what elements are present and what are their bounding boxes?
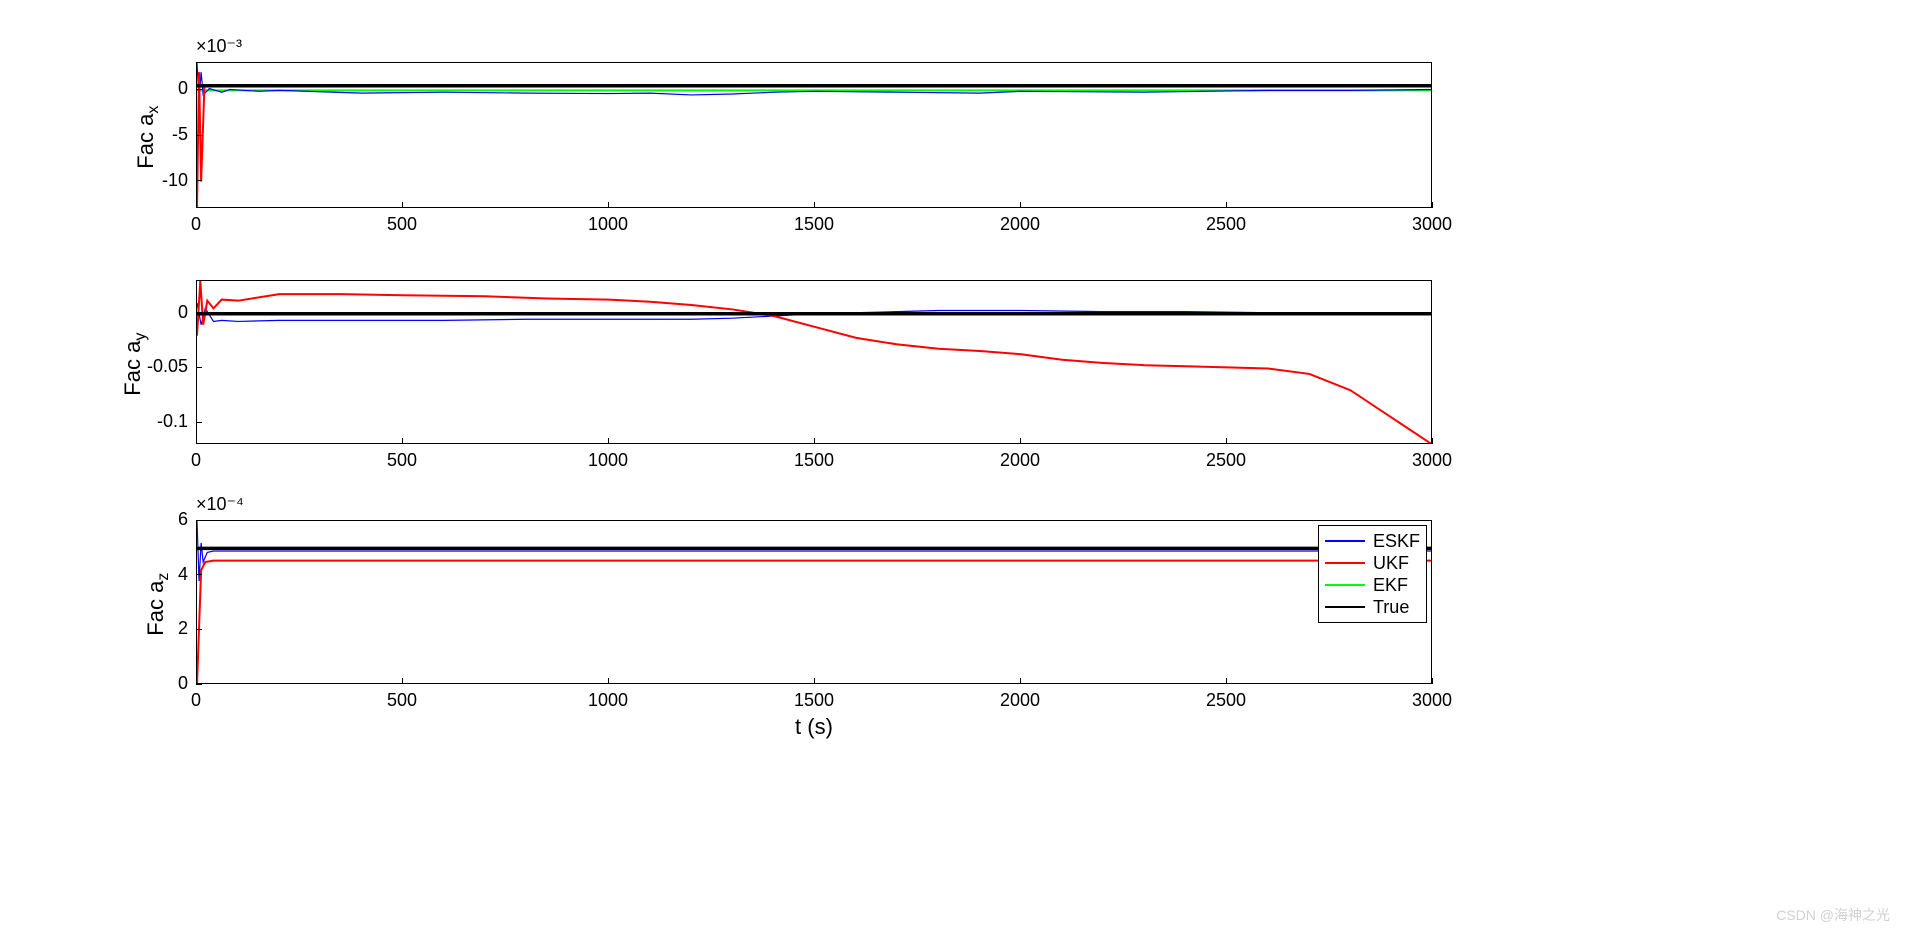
ylabel-az: Fac az (143, 564, 173, 644)
xtick-mark (1432, 678, 1433, 684)
ytick-label: 4 (178, 564, 188, 585)
legend-label: EKF (1373, 575, 1408, 596)
legend-label: True (1373, 597, 1409, 618)
ylabel-ay-text: Fac ay (120, 333, 145, 396)
xtick-label: 1500 (794, 690, 834, 711)
xtick-label: 500 (387, 214, 417, 235)
ytick-label: -10 (162, 170, 188, 191)
plot-area-ay (196, 280, 1432, 444)
xtick-label: 3000 (1412, 450, 1452, 471)
legend-item-ukf: UKF (1325, 552, 1420, 574)
xtick-label: 1000 (588, 690, 628, 711)
xtick-label: 2000 (1000, 690, 1040, 711)
ytick-mark (196, 180, 202, 181)
ytick-label: 0 (178, 302, 188, 323)
xtick-mark (196, 202, 197, 208)
xtick-label: 1500 (794, 214, 834, 235)
legend-item-eskf: ESKF (1325, 530, 1420, 552)
xtick-label: 1000 (588, 450, 628, 471)
xtick-label: 500 (387, 450, 417, 471)
xtick-mark (608, 202, 609, 208)
xtick-mark (1020, 438, 1021, 444)
xtick-label: 0 (191, 450, 201, 471)
plot-area-ax (196, 62, 1432, 208)
ytick-mark (196, 89, 202, 90)
ytick-mark (196, 574, 202, 575)
xtick-mark (1226, 202, 1227, 208)
xtick-mark (1226, 678, 1227, 684)
series-eskf (197, 521, 1432, 581)
ytick-label: 6 (178, 509, 188, 530)
legend: ESKF UKF EKF True (1318, 525, 1427, 623)
xtick-mark (402, 202, 403, 208)
legend-swatch-ekf (1325, 584, 1365, 586)
xtick-label: 2000 (1000, 214, 1040, 235)
xtick-mark (608, 678, 609, 684)
xtick-mark (1020, 202, 1021, 208)
ylabel-ay: Fac ay (120, 324, 150, 404)
legend-item-true: True (1325, 596, 1420, 618)
legend-label: ESKF (1373, 531, 1420, 552)
legend-swatch-ukf (1325, 562, 1365, 564)
ytick-label: -0.1 (157, 411, 188, 432)
xtick-mark (1020, 678, 1021, 684)
xtick-mark (1432, 202, 1433, 208)
xtick-label: 2500 (1206, 214, 1246, 235)
ylabel-ax-text: Fac ax (133, 106, 158, 169)
xlabel-t: t (s) (196, 714, 1432, 740)
plot-svg-ax (197, 63, 1432, 208)
xtick-label: 2000 (1000, 450, 1040, 471)
ytick-mark (196, 135, 202, 136)
xtick-mark (814, 202, 815, 208)
xtick-mark (402, 438, 403, 444)
ytick-label: 0 (178, 673, 188, 694)
ytick-mark (196, 422, 202, 423)
ylabel-ax: Fac ax (133, 97, 163, 177)
series-eskf (197, 63, 1432, 100)
exponent-ax1: ×10⁻³ (196, 36, 242, 57)
series-ukf (197, 281, 1432, 444)
xtick-mark (196, 438, 197, 444)
legend-item-ekf: EKF (1325, 574, 1420, 596)
ytick-mark (196, 520, 202, 521)
xtick-mark (814, 438, 815, 444)
ytick-mark (196, 367, 202, 368)
xtick-label: 1000 (588, 214, 628, 235)
ytick-label: 0 (178, 78, 188, 99)
ytick-label: -0.05 (147, 356, 188, 377)
ytick-label: 2 (178, 618, 188, 639)
xtick-label: 1500 (794, 450, 834, 471)
xtick-mark (402, 678, 403, 684)
xtick-mark (608, 438, 609, 444)
figure: ×10⁻³ Fac ax Fac ay ×10⁻⁴ ESKF UKF EKF T… (0, 0, 1920, 937)
legend-label: UKF (1373, 553, 1409, 574)
xtick-label: 3000 (1412, 214, 1452, 235)
ytick-mark (196, 684, 202, 685)
watermark: CSDN @海神之光 (1776, 905, 1890, 925)
xtick-mark (1432, 438, 1433, 444)
xtick-label: 0 (191, 690, 201, 711)
plot-svg-ay (197, 281, 1432, 444)
xtick-mark (814, 678, 815, 684)
plot-svg-az (197, 521, 1432, 684)
xtick-label: 500 (387, 690, 417, 711)
ytick-mark (196, 312, 202, 313)
plot-area-az: ESKF UKF EKF True (196, 520, 1432, 684)
ytick-mark (196, 629, 202, 630)
xtick-label: 3000 (1412, 690, 1452, 711)
ytick-label: -5 (172, 124, 188, 145)
legend-swatch-true (1325, 606, 1365, 608)
legend-swatch-eskf (1325, 540, 1365, 542)
xtick-label: 2500 (1206, 690, 1246, 711)
series-ukf (197, 561, 1432, 684)
xtick-label: 0 (191, 214, 201, 235)
exponent-ax3: ×10⁻⁴ (196, 494, 244, 515)
xtick-label: 2500 (1206, 450, 1246, 471)
ylabel-az-text: Fac az (143, 573, 168, 636)
xtick-mark (1226, 438, 1227, 444)
